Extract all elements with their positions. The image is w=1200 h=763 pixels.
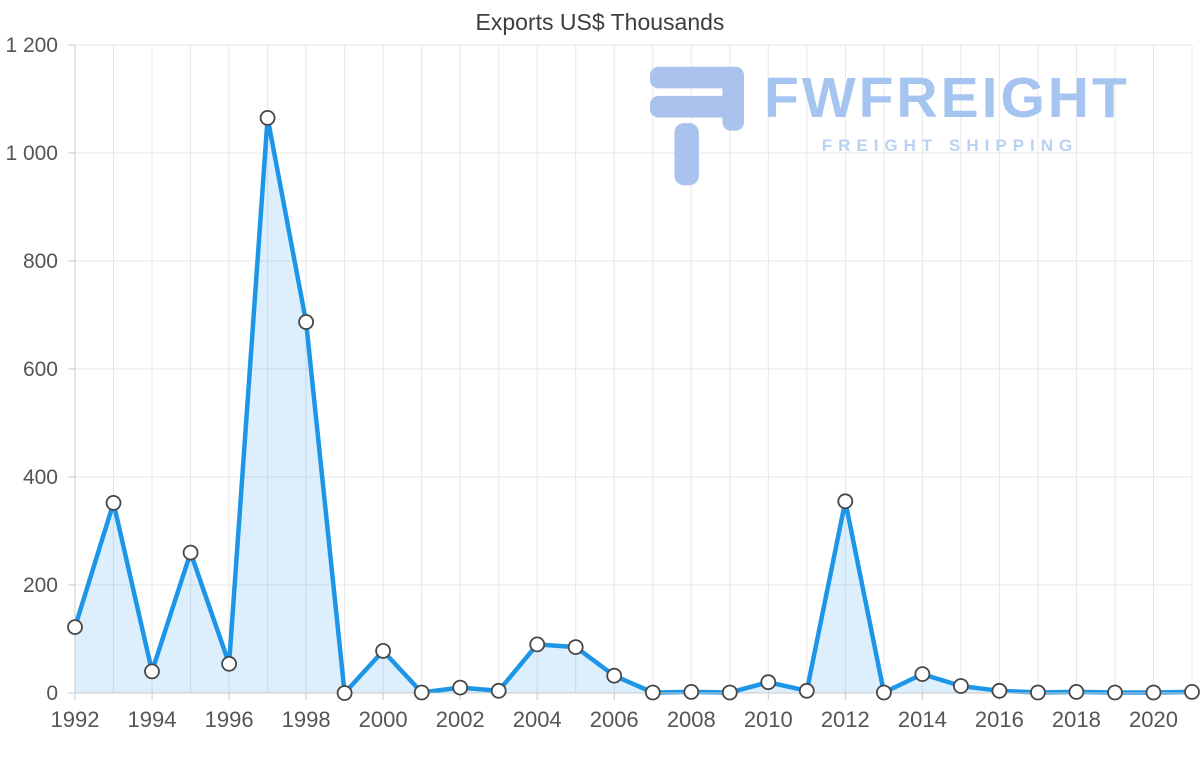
y-axis-tick-label: 0 (46, 682, 58, 705)
data-point-marker (876, 684, 892, 701)
x-axis-tick-label: 1994 (128, 707, 177, 732)
x-axis-tick-label: 2000 (359, 707, 408, 732)
x-axis-tick-label: 2018 (1052, 707, 1101, 732)
data-point-marker (953, 678, 969, 694)
y-axis-tick-label: 200 (23, 574, 58, 597)
data-point-marker (298, 314, 315, 330)
x-axis-tick-label: 2002 (436, 707, 485, 732)
data-point-marker (1068, 684, 1085, 700)
data-point-marker (914, 666, 931, 682)
x-axis-tick-label: 2014 (898, 707, 947, 732)
y-axis-tick-label: 800 (23, 250, 58, 273)
exports-series (72, 115, 1195, 696)
logo-wordmark: FWFREIGHT (764, 66, 1130, 130)
x-axis-tick-label: 1996 (205, 707, 254, 732)
data-point-marker (529, 636, 546, 653)
data-point-markers (67, 110, 1200, 701)
data-point-marker (375, 643, 392, 659)
data-point-marker (67, 619, 83, 635)
data-point-marker (567, 639, 584, 655)
data-point-marker (760, 674, 777, 691)
fwfreight-watermark: FWFREIGHT FREIGHT SHIPPING (650, 66, 1136, 186)
x-axis-labels: 1992 1994 1996 1998 2000 2002 2004 2006 2008 2010… (51, 707, 1178, 732)
data-point-marker (991, 682, 1008, 699)
chart-title: Exports US$ Thousands (475, 9, 725, 35)
x-axis-tick-label: 2010 (744, 707, 793, 732)
x-axis-tick-label: 2008 (667, 707, 716, 732)
x-axis-tick-label: 2020 (1129, 707, 1178, 732)
data-point-marker (490, 682, 507, 699)
x-axis-tick-label: 1998 (282, 707, 331, 732)
data-point-marker (721, 684, 738, 701)
data-point-marker (837, 493, 854, 510)
data-point-marker (1184, 684, 1200, 700)
x-axis-tick-label: 2004 (513, 707, 562, 732)
data-point-marker (452, 679, 469, 696)
logo-tagline: FREIGHT SHIPPING (821, 135, 1079, 155)
data-point-marker (1145, 684, 1162, 701)
y-axis-tick-label: 1 200 (5, 34, 58, 57)
y-axis-tick-label: 400 (23, 466, 58, 489)
data-point-marker (606, 667, 623, 684)
y-axis-tick-label: 1 000 (5, 142, 58, 165)
y-axis-labels: 0 200 400 600 800 1 000 1 200 (5, 34, 58, 705)
data-point-marker (644, 684, 661, 701)
data-point-marker (413, 684, 430, 701)
data-point-marker (144, 663, 160, 680)
data-point-marker (105, 494, 122, 511)
data-point-marker (259, 110, 276, 126)
data-point-marker (336, 685, 353, 701)
x-axis-tick-label: 2012 (821, 707, 870, 732)
data-point-marker (798, 682, 815, 699)
x-axis-tick-label: 2006 (590, 707, 639, 732)
fwfreight-logo-icon (650, 66, 744, 186)
y-axis-tick-label: 600 (23, 358, 58, 381)
x-axis-tick-label: 1992 (51, 707, 100, 732)
series-area-fill (75, 117, 1192, 693)
data-point-marker (683, 684, 700, 700)
data-point-marker (1030, 684, 1046, 701)
data-point-marker (221, 655, 238, 672)
x-axis-tick-label: 2016 (975, 707, 1024, 732)
data-point-marker (182, 544, 199, 561)
data-point-marker (1107, 684, 1123, 701)
logo-text: FWFREIGHT FREIGHT SHIPPING (764, 66, 1136, 156)
